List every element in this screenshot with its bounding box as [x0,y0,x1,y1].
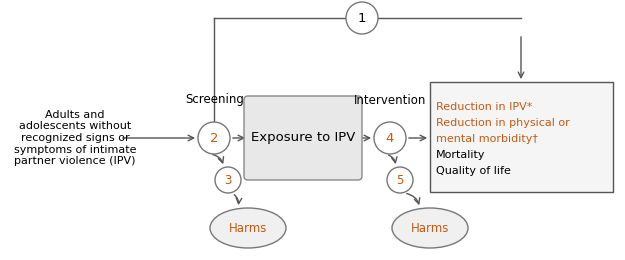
Circle shape [215,167,241,193]
Text: Reduction in IPV*: Reduction in IPV* [436,102,532,112]
Circle shape [198,122,230,154]
Circle shape [387,167,413,193]
Circle shape [374,122,406,154]
Bar [430,82,613,192]
Text: 1: 1 [357,11,366,24]
Text: Intervention: Intervention [354,94,426,107]
Text: 5: 5 [396,173,404,186]
Text: Reduction in physical or: Reduction in physical or [436,118,570,128]
Circle shape [346,2,378,34]
Ellipse shape [392,208,468,248]
Text: Harms: Harms [411,222,449,235]
Text: Quality of life: Quality of life [436,166,511,176]
Text: Exposure to IPV: Exposure to IPV [251,132,355,145]
Text: Mortality: Mortality [436,150,486,160]
Text: 2: 2 [210,132,218,145]
Text: Adults and
adolescents without
recognized signs or
symptoms of intimate
partner : Adults and adolescents without recognize… [14,110,136,166]
Text: 3: 3 [224,173,232,186]
Text: Screening: Screening [186,94,244,107]
FancyBboxPatch shape [244,96,362,180]
Ellipse shape [210,208,286,248]
Text: Harms: Harms [229,222,268,235]
Text: mental morbidity†: mental morbidity† [436,134,538,144]
Text: 4: 4 [386,132,394,145]
